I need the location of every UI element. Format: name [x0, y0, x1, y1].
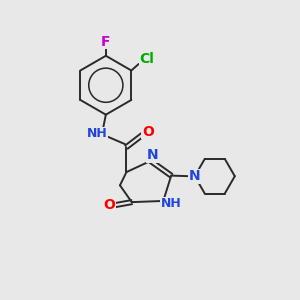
Text: O: O [142, 125, 154, 139]
Text: NH: NH [87, 127, 107, 140]
Text: O: O [104, 198, 116, 212]
Text: Cl: Cl [139, 52, 154, 66]
Text: NH: NH [161, 197, 182, 210]
Text: F: F [101, 34, 111, 49]
Text: N: N [189, 169, 201, 183]
Text: N: N [147, 148, 159, 162]
